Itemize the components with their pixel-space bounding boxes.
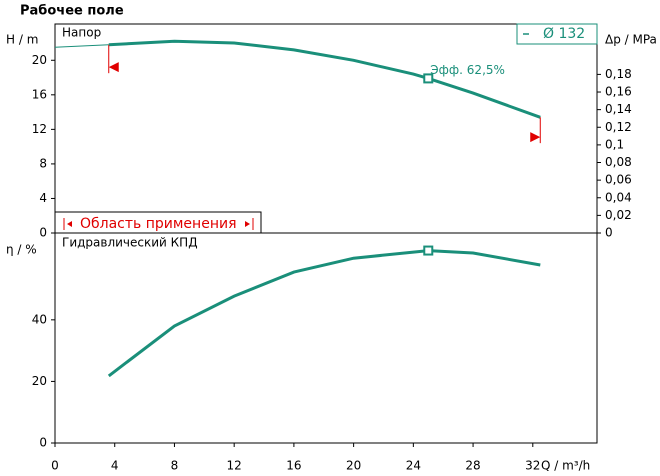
limit-marker [108, 62, 119, 73]
x-tick-label: 32 [525, 459, 540, 473]
x-axis-label: Q / m³/h [541, 459, 590, 473]
y2-tick-label: 0,12 [605, 120, 632, 134]
curve [108, 39, 541, 119]
y2-axis-label: Δp / MPa [605, 33, 657, 47]
y2-tick-label: 0,18 [605, 67, 632, 81]
panel-label: Напор [62, 26, 101, 40]
x-tick-label: 24 [406, 459, 421, 473]
range-bracket [63, 218, 254, 230]
y-tick-label: 20 [32, 53, 47, 67]
y2-tick-label: 0,14 [605, 102, 632, 116]
x-tick-label: 4 [111, 459, 119, 473]
y2-tick-label: 0,08 [605, 155, 632, 169]
efficiency-marker [423, 245, 434, 256]
y-axis-label: η / % [6, 243, 37, 257]
x-tick-label: 28 [465, 459, 480, 473]
y-tick-label: 8 [39, 156, 47, 170]
panel-label: Гидравлический КПД [62, 236, 198, 250]
y-tick-label: 12 [32, 122, 47, 136]
efficiency-marker [423, 73, 434, 84]
legend-box [516, 23, 598, 45]
chart-title: Рабочее поле [20, 4, 124, 19]
x-tick-label: 0 [51, 459, 59, 473]
y2-tick-label: 0,16 [605, 85, 632, 99]
y-axis-label: H / m [6, 33, 38, 47]
y-tick-label: 20 [32, 374, 47, 388]
annotation: Эфф. 62,5% [430, 63, 505, 77]
range-box [54, 211, 262, 234]
x-tick-label: 8 [171, 459, 179, 473]
y-tick-label: 0 [39, 226, 47, 240]
y2-tick-label: 0,1 [605, 137, 624, 151]
range-label: Область применения [80, 216, 237, 232]
y-tick-label: 40 [32, 312, 47, 326]
x-tick-label: 12 [227, 459, 242, 473]
y-tick-label: 16 [32, 87, 47, 101]
curve [107, 249, 541, 378]
y2-tick-label: 0 [605, 226, 613, 240]
curve-extension [54, 44, 109, 48]
legend-label: Ø 132 [543, 26, 585, 42]
y-tick-label: 4 [39, 191, 47, 205]
x-tick-label: 20 [346, 459, 361, 473]
y2-tick-label: 0,02 [605, 208, 632, 222]
x-tick-label: 16 [286, 459, 301, 473]
y-tick-label: 0 [39, 436, 47, 450]
limit-marker [530, 132, 541, 143]
y2-tick-label: 0,06 [605, 173, 632, 187]
y2-tick-label: 0,04 [605, 190, 632, 204]
